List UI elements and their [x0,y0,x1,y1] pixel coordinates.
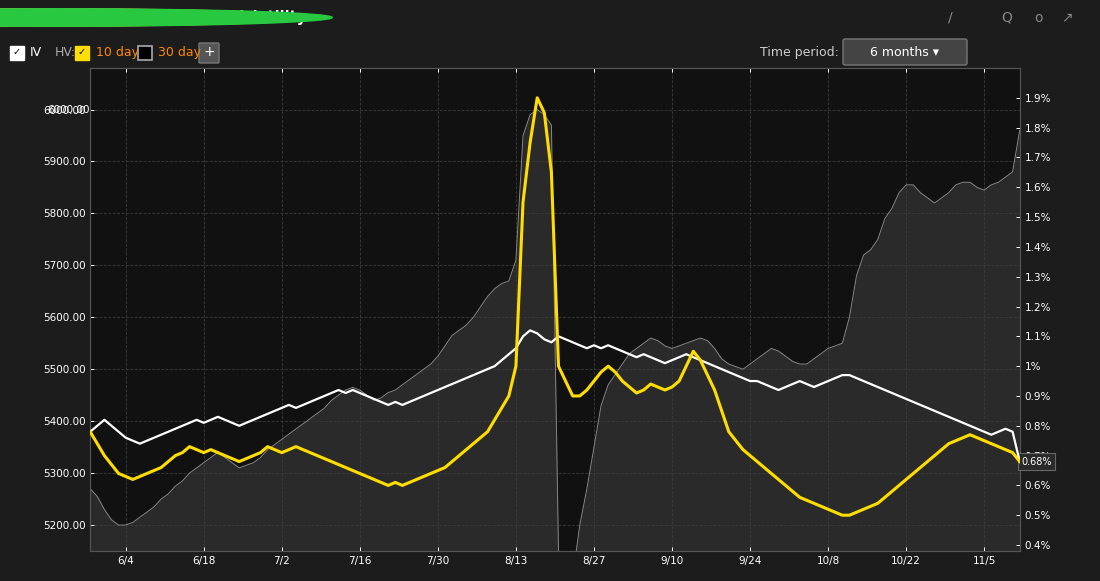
Text: 30 day: 30 day [158,46,201,59]
Text: 0.68%: 0.68% [1022,457,1052,467]
Text: 10 day: 10 day [96,46,139,59]
Text: ↗: ↗ [1062,10,1074,24]
Text: ✓: ✓ [78,48,86,58]
Circle shape [0,9,297,26]
Text: SPX: SPX [82,10,120,25]
Text: 6 months ▾: 6 months ▾ [870,46,939,59]
Text: 0.71%: 0.71% [1022,457,1053,467]
Text: IV: IV [30,46,42,59]
Text: INDEX▾: INDEX▾ [108,11,151,24]
Text: /: / [948,10,953,24]
Circle shape [0,9,332,26]
Text: o: o [1034,10,1043,24]
Text: ✓: ✓ [13,48,21,58]
Bar [10,46,24,60]
FancyBboxPatch shape [843,39,967,65]
Text: HV:: HV: [55,46,76,59]
Bar [75,46,89,60]
Text: 6000.00: 6000.00 [47,105,89,114]
FancyBboxPatch shape [199,43,219,63]
Circle shape [0,9,315,26]
Text: Historical Volatility: Historical Volatility [148,10,307,25]
Text: +: + [204,45,214,59]
Bar [138,46,152,60]
Text: Time period:: Time period: [760,46,839,59]
Text: Q: Q [1001,10,1012,24]
